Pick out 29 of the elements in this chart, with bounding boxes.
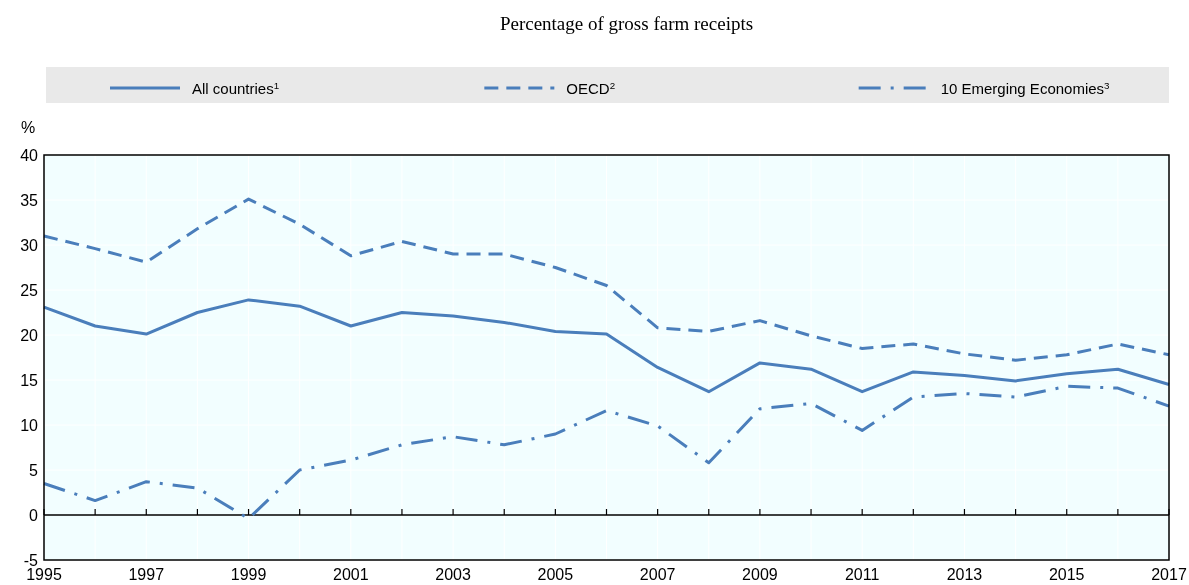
- x-tick-label: 1999: [230, 566, 267, 583]
- y-tick-label: 15: [20, 371, 39, 389]
- x-tick-label: 1997: [128, 566, 165, 583]
- y-tick-label: 0: [29, 506, 39, 524]
- x-tick-label: 1995: [26, 566, 62, 583]
- y-tick-label: 20: [20, 326, 39, 344]
- legend-label: All countries$^{1}$: [192, 79, 280, 97]
- y-tick-label: 40: [20, 146, 39, 164]
- y-tick-label: 35: [20, 191, 39, 209]
- x-tick-label: 2013: [946, 566, 983, 583]
- y-tick-label: 5: [29, 461, 39, 479]
- y-tick-label: 30: [20, 236, 39, 254]
- line-series: [42, 197, 1171, 362]
- x-tick-label: 2001: [333, 566, 369, 583]
- x-tick-label: 2015: [1048, 566, 1085, 583]
- x-tick-label: 2007: [639, 566, 676, 583]
- y-tick-label: 10: [20, 416, 39, 434]
- y-tick-label: 25: [20, 281, 39, 299]
- line-series: [42, 298, 1171, 394]
- legend-label: 10 Emerging Economies$^{3}$: [940, 79, 1110, 97]
- chart-title: Percentage of gross farm receipts: [499, 13, 754, 34]
- x-tick-label: 2003: [435, 566, 471, 583]
- y-tick-label: -5: [23, 551, 39, 569]
- y-axis-title: %: [20, 119, 36, 136]
- x-tick-label: 2005: [537, 566, 574, 583]
- x-tick-label: 2017: [1151, 566, 1187, 583]
- x-tick-label: 2009: [742, 566, 778, 583]
- legend-label: OECD$^{2}$: [566, 79, 616, 97]
- x-tick-label: 2011: [844, 566, 880, 583]
